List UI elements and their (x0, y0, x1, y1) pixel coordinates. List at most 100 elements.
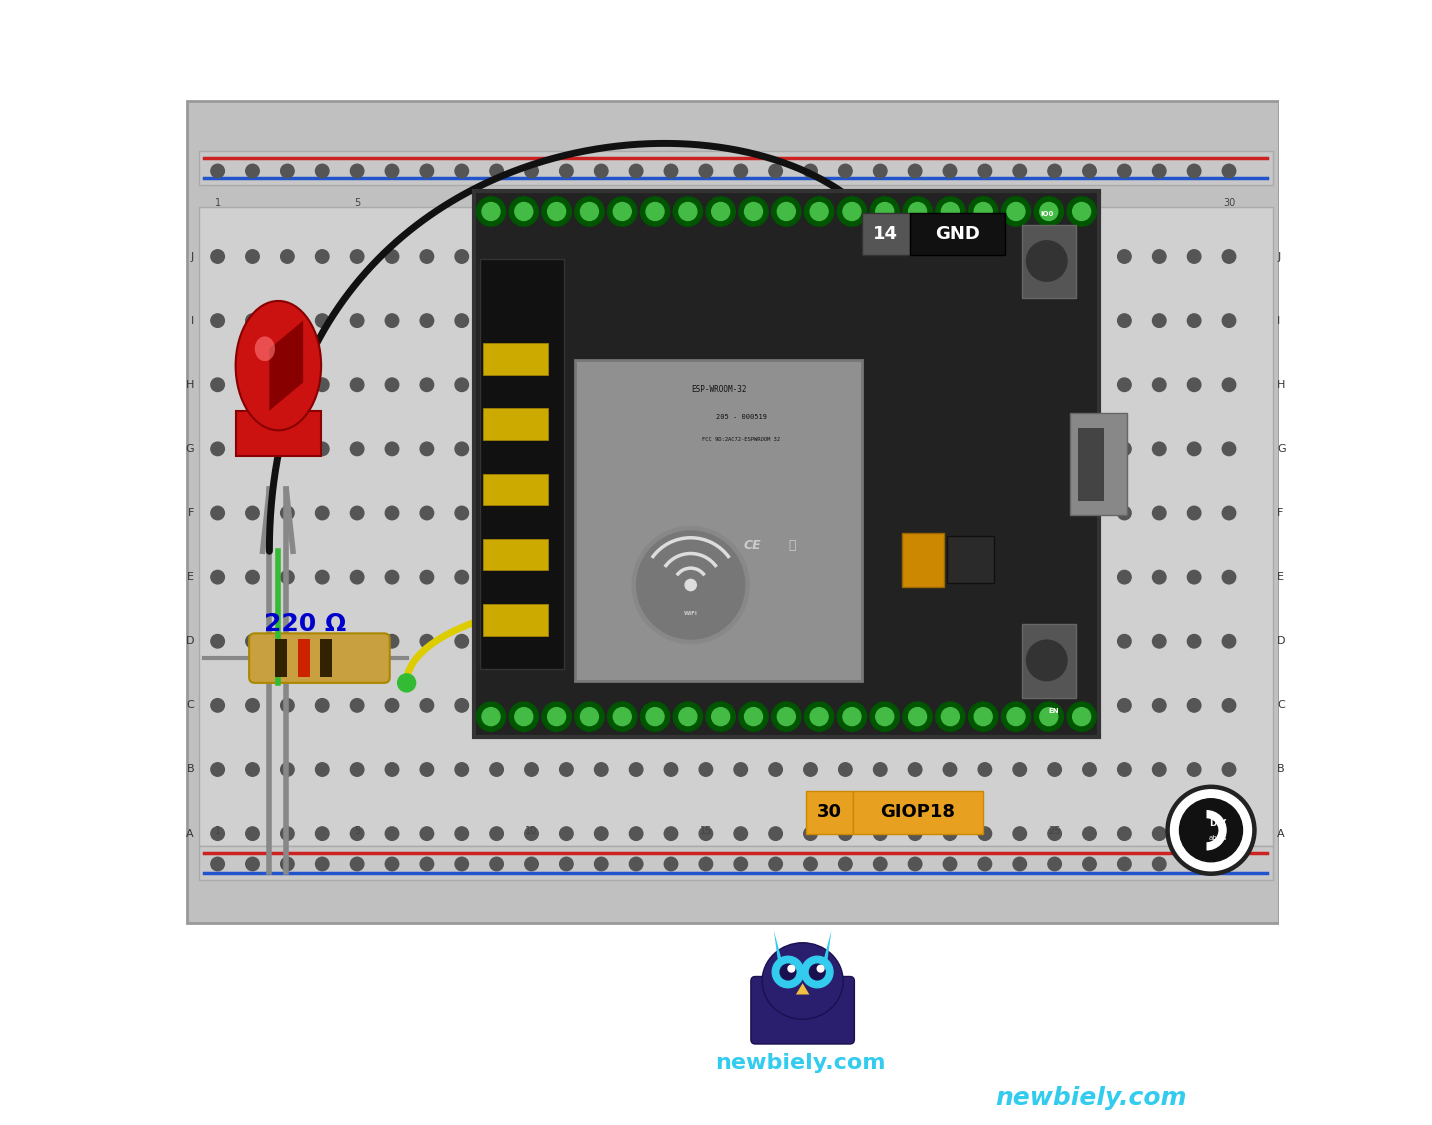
Circle shape (904, 702, 932, 731)
Circle shape (1048, 378, 1061, 391)
Circle shape (745, 708, 762, 726)
Circle shape (876, 708, 894, 726)
Circle shape (735, 506, 748, 520)
Circle shape (1048, 827, 1061, 840)
Circle shape (630, 634, 643, 648)
Circle shape (679, 202, 697, 220)
Circle shape (613, 708, 632, 726)
Circle shape (769, 634, 782, 648)
Text: 5: 5 (354, 826, 361, 836)
Circle shape (281, 857, 294, 871)
Circle shape (769, 442, 782, 456)
Circle shape (664, 442, 677, 456)
Circle shape (524, 378, 538, 391)
Circle shape (1001, 197, 1031, 226)
Circle shape (839, 442, 852, 456)
Text: 25: 25 (1048, 826, 1061, 836)
Circle shape (315, 164, 329, 178)
Circle shape (769, 827, 782, 840)
Circle shape (351, 506, 364, 520)
Circle shape (803, 634, 818, 648)
Circle shape (630, 506, 643, 520)
Circle shape (735, 634, 748, 648)
Circle shape (712, 708, 730, 726)
Circle shape (664, 857, 677, 871)
Circle shape (735, 699, 748, 712)
Circle shape (246, 314, 259, 327)
Circle shape (524, 506, 538, 520)
Circle shape (803, 314, 818, 327)
Circle shape (699, 827, 713, 840)
Circle shape (541, 702, 571, 731)
FancyBboxPatch shape (249, 633, 390, 683)
Circle shape (1117, 378, 1131, 391)
Circle shape (594, 857, 609, 871)
Circle shape (385, 442, 398, 456)
Circle shape (510, 197, 538, 226)
Bar (853, 791, 982, 834)
Circle shape (594, 570, 609, 584)
Circle shape (246, 699, 259, 712)
Text: 20: 20 (874, 198, 886, 208)
Circle shape (1048, 164, 1061, 178)
Circle shape (580, 202, 599, 220)
Circle shape (944, 827, 957, 840)
Circle shape (580, 708, 599, 726)
Circle shape (1067, 197, 1097, 226)
Circle shape (420, 857, 434, 871)
Circle shape (477, 702, 505, 731)
Text: D: D (186, 637, 193, 646)
Circle shape (735, 378, 748, 391)
Circle shape (1187, 857, 1201, 871)
Circle shape (845, 674, 862, 692)
Circle shape (803, 442, 818, 456)
Circle shape (281, 314, 294, 327)
Circle shape (664, 570, 677, 584)
Circle shape (630, 827, 643, 840)
Circle shape (490, 634, 504, 648)
Circle shape (664, 314, 677, 327)
Circle shape (769, 314, 782, 327)
Circle shape (594, 164, 609, 178)
Circle shape (908, 378, 922, 391)
Circle shape (1187, 314, 1201, 327)
Bar (483, 539, 548, 570)
Circle shape (803, 857, 818, 871)
Circle shape (978, 442, 991, 456)
Circle shape (1117, 570, 1131, 584)
Circle shape (1223, 314, 1236, 327)
Circle shape (874, 634, 886, 648)
Circle shape (490, 314, 504, 327)
Circle shape (1048, 250, 1061, 263)
Circle shape (838, 197, 866, 226)
Circle shape (1048, 442, 1061, 456)
Circle shape (699, 857, 713, 871)
Circle shape (455, 570, 468, 584)
Circle shape (281, 763, 294, 776)
Circle shape (944, 699, 957, 712)
Circle shape (735, 164, 748, 178)
Circle shape (706, 702, 735, 731)
Circle shape (1048, 570, 1061, 584)
Circle shape (664, 164, 677, 178)
Text: G: G (185, 444, 193, 453)
Circle shape (455, 763, 468, 776)
Circle shape (455, 857, 468, 871)
Circle shape (455, 699, 468, 712)
Circle shape (874, 250, 886, 263)
Text: 30: 30 (818, 803, 842, 821)
Circle shape (455, 164, 468, 178)
Circle shape (211, 857, 225, 871)
Circle shape (699, 442, 713, 456)
Circle shape (944, 857, 957, 871)
Circle shape (1117, 442, 1131, 456)
Circle shape (1153, 857, 1166, 871)
Circle shape (246, 506, 259, 520)
Circle shape (1187, 827, 1201, 840)
Text: 30: 30 (1223, 198, 1236, 208)
Circle shape (1083, 250, 1097, 263)
Circle shape (594, 827, 609, 840)
Circle shape (904, 197, 932, 226)
Circle shape (735, 250, 748, 263)
Circle shape (630, 699, 643, 712)
